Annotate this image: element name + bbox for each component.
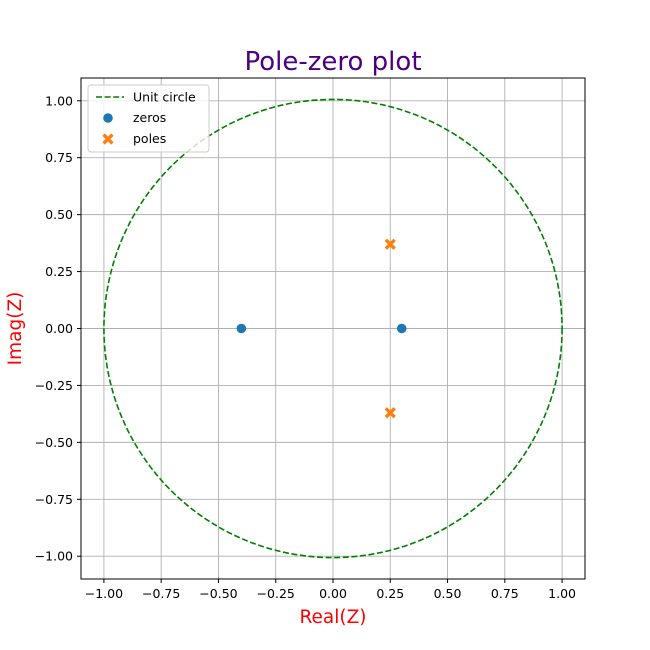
x-tick-label-8: 1.00 <box>548 586 576 601</box>
poles-point-1 <box>384 407 396 419</box>
x-tick-label-2: −0.50 <box>199 586 237 601</box>
legend-label-unit-circle: Unit circle <box>133 90 196 105</box>
data-points <box>236 238 407 419</box>
grid <box>81 78 585 579</box>
legend-poles-x-mark <box>102 133 114 145</box>
x-tick-label-5: 0.25 <box>376 586 404 601</box>
y-tick-label-3: −0.25 <box>35 378 73 393</box>
legend: Unit circle zeros poles <box>87 84 210 153</box>
y-tick-label-0: −1.00 <box>35 549 73 564</box>
x-axis-label: Real(Z) <box>300 607 367 628</box>
legend-label-poles: poles <box>133 131 166 146</box>
x-tick-label-1: −0.75 <box>142 586 180 601</box>
chart-title: Pole-zero plot <box>244 47 421 77</box>
y-tick-label-7: 0.75 <box>45 150 73 165</box>
x-tick-label-7: 0.75 <box>491 586 519 601</box>
legend-box <box>87 84 210 153</box>
y-tick-label-1: −0.75 <box>35 492 73 507</box>
zeros-point-0 <box>236 323 247 334</box>
unit-circle-line <box>103 98 563 559</box>
y-tick-label-2: −0.50 <box>35 435 73 450</box>
poles-point-0 <box>384 238 396 250</box>
legend-label-zeros: zeros <box>133 110 166 125</box>
x-tick-label-3: −0.25 <box>257 586 295 601</box>
x-axis: −1.00 −0.75 −0.50 −0.25 0.00 0.25 0.50 0.75 1.00 <box>85 579 576 601</box>
y-tick-label-8: 1.00 <box>45 93 73 108</box>
y-axis: −1.00 −0.75 −0.50 −0.25 0.00 0.25 0.50 0.75 1.00 <box>35 93 81 564</box>
x-tick-label-0: −1.00 <box>85 586 123 601</box>
legend-poles-swatch <box>102 133 114 145</box>
x-tick-label-6: 0.50 <box>434 586 462 601</box>
y-tick-label-4: 0.00 <box>45 321 73 336</box>
y-tick-label-6: 0.50 <box>45 207 73 222</box>
y-tick-label-5: 0.25 <box>45 264 73 279</box>
zeros-point-1 <box>396 323 407 334</box>
x-tick-label-4: 0.00 <box>319 586 347 601</box>
legend-zeros-swatch <box>103 113 113 123</box>
y-axis-label: Imag(Z) <box>5 292 26 366</box>
